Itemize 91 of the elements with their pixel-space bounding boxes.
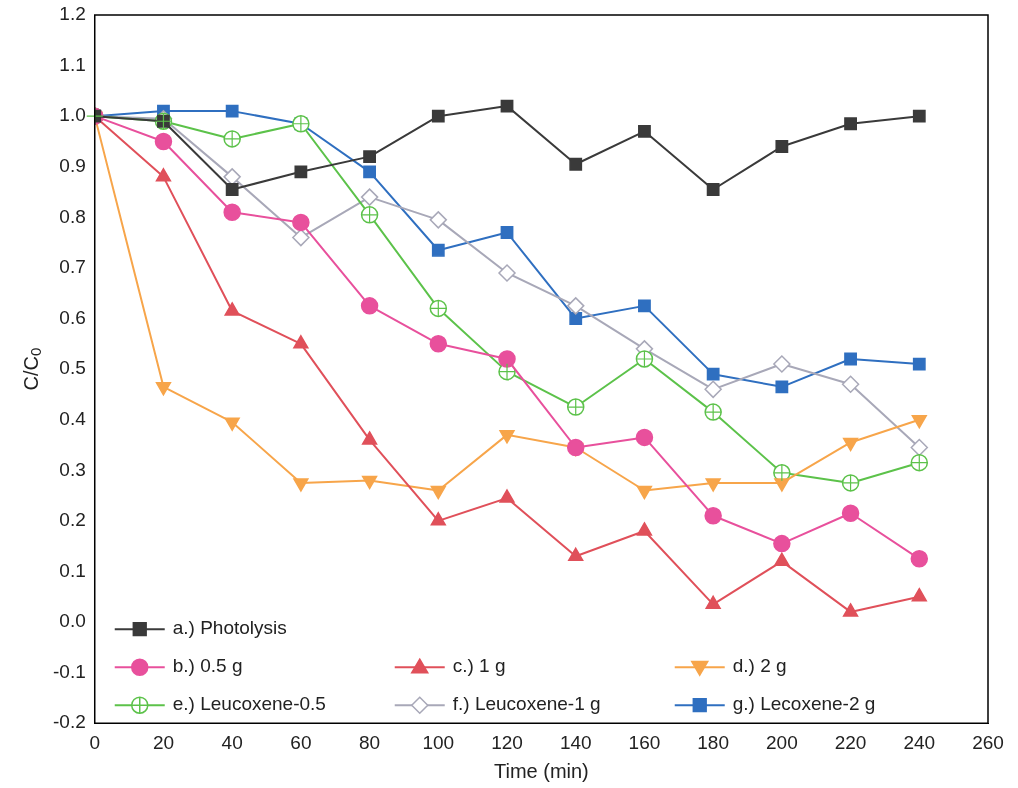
point <box>430 512 446 526</box>
point <box>569 157 583 171</box>
y-axis-title: C/C0 <box>19 347 45 391</box>
x-tick-label: 20 <box>152 731 175 753</box>
y-tick-label: 1.2 <box>59 3 86 25</box>
point <box>566 438 585 457</box>
y-tick-label: 0.7 <box>59 256 86 278</box>
point <box>225 104 239 118</box>
point <box>635 428 654 447</box>
point <box>705 595 721 610</box>
y-tick-label: 0.3 <box>59 458 86 480</box>
y-tick-label: 0.4 <box>59 407 87 429</box>
point <box>775 140 789 153</box>
point <box>706 183 720 196</box>
y-tick-label: 1.1 <box>59 53 86 75</box>
x-tick-label: 160 <box>628 731 661 753</box>
point <box>294 165 308 179</box>
x-tick-label: 260 <box>972 731 1004 753</box>
point <box>638 299 651 313</box>
y-tick-label: 0.9 <box>59 154 86 176</box>
point <box>499 489 515 503</box>
point <box>911 587 927 602</box>
point <box>910 550 929 568</box>
x-tick-label: 220 <box>834 731 867 753</box>
point <box>773 534 791 553</box>
point <box>292 213 310 232</box>
y-tick-label: 1.0 <box>59 104 86 126</box>
point <box>363 150 376 164</box>
point <box>842 603 859 617</box>
point <box>568 547 584 562</box>
point <box>844 352 857 366</box>
point <box>293 335 309 349</box>
point <box>841 504 860 523</box>
y-tick-label: -0.1 <box>52 660 86 682</box>
y-tick-label: 0.8 <box>59 205 86 227</box>
x-tick-label: 0 <box>89 731 101 753</box>
point <box>775 380 789 394</box>
point <box>912 109 926 123</box>
point <box>706 367 720 381</box>
y-tick-label: 0.6 <box>59 306 86 328</box>
point <box>774 552 790 567</box>
y-tick-label: 0.2 <box>59 509 86 531</box>
point <box>360 188 379 206</box>
x-tick-label: 120 <box>491 731 523 753</box>
point <box>704 507 722 525</box>
point <box>224 302 240 316</box>
point <box>223 203 241 222</box>
legend-label: a.) Photolysis <box>172 617 287 639</box>
legend-label: f.) Leucoxene-1 g <box>452 693 601 715</box>
point <box>431 109 445 123</box>
x-tick-label: 60 <box>290 731 312 753</box>
point <box>225 183 239 196</box>
point <box>773 355 791 373</box>
point <box>569 312 583 325</box>
legend-label: b.) 0.5 g <box>172 655 243 677</box>
point <box>704 380 722 399</box>
x-tick-label: 180 <box>697 731 729 753</box>
legend-label: c.) 1 g <box>452 655 506 677</box>
point <box>912 357 926 371</box>
legend-label: g.) Lecoxene-2 g <box>732 693 876 715</box>
point <box>363 165 376 179</box>
point <box>154 132 173 151</box>
point <box>431 243 445 257</box>
x-tick-label: 80 <box>359 731 381 753</box>
x-axis-title: Time (min) <box>493 759 589 782</box>
x-tick-label: 40 <box>221 731 243 753</box>
point <box>566 297 585 315</box>
x-tick-label: 100 <box>422 731 455 753</box>
point <box>498 264 516 282</box>
point <box>429 211 448 229</box>
y-tick-label: 0.0 <box>59 610 86 632</box>
y-tick-label: 0.5 <box>59 357 86 379</box>
point <box>500 226 514 239</box>
point <box>498 350 516 368</box>
point <box>155 168 172 182</box>
point <box>429 335 448 353</box>
x-tick-label: 240 <box>903 731 936 753</box>
y-tick-label: 0.1 <box>59 559 86 581</box>
point <box>636 522 653 536</box>
x-tick-label: 200 <box>766 731 798 753</box>
point <box>844 117 857 131</box>
point <box>841 375 860 394</box>
point <box>292 228 310 247</box>
y-tick-label: -0.2 <box>52 711 86 733</box>
point <box>360 297 379 315</box>
point <box>361 431 378 445</box>
x-tick-label: 140 <box>559 731 592 753</box>
legend-label: d.) 2 g <box>732 655 787 677</box>
point <box>638 124 651 138</box>
point <box>910 438 929 457</box>
legend-label: e.) Leucoxene-0.5 <box>172 693 326 715</box>
